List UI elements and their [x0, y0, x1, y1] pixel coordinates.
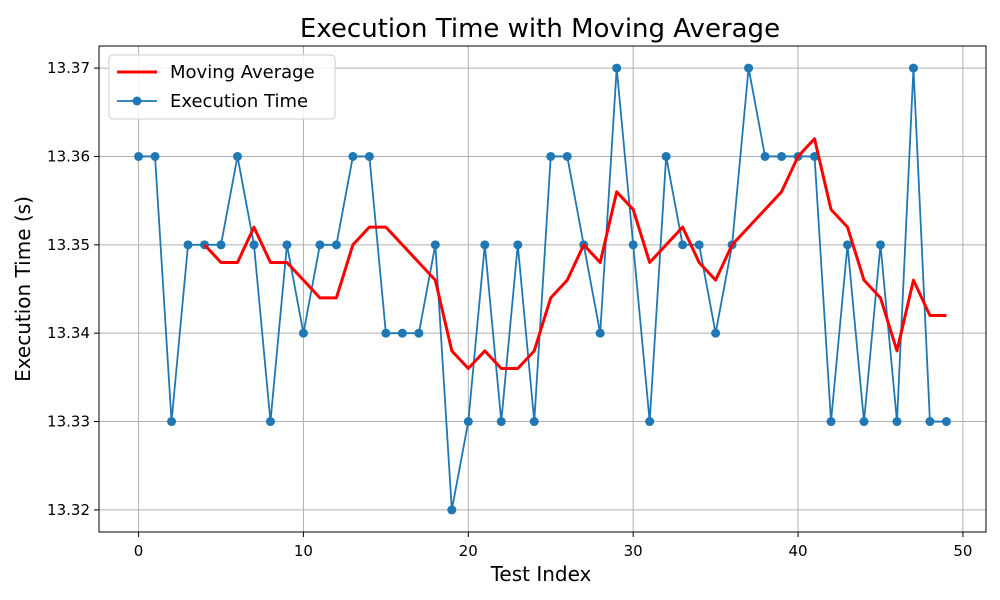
execution-time-point	[348, 151, 358, 161]
x-tick-label: 20	[459, 542, 478, 560]
execution-time-point	[397, 328, 407, 338]
y-axis-label: Execution Time (s)	[11, 196, 35, 382]
execution-time-point	[364, 151, 374, 161]
execution-time-point	[463, 417, 473, 427]
x-tick-label: 10	[294, 542, 313, 560]
legend: Moving Average Execution Time	[108, 54, 336, 120]
y-tick-label: 13.36	[47, 147, 90, 165]
execution-time-point	[612, 63, 622, 73]
x-tick-label: 40	[789, 542, 808, 560]
legend-box	[108, 54, 336, 120]
execution-time-point	[447, 505, 457, 515]
execution-time-point	[167, 417, 177, 427]
execution-time-point	[925, 417, 935, 427]
execution-time-line	[138, 67, 947, 511]
y-tick-label: 13.33	[47, 413, 90, 431]
execution-time-point	[150, 151, 160, 161]
execution-time-point	[480, 240, 490, 250]
execution-time-point	[892, 417, 902, 427]
execution-time-point	[265, 417, 275, 427]
execution-time-point	[529, 417, 539, 427]
execution-time-point	[430, 240, 440, 250]
execution-time-point	[249, 240, 259, 250]
execution-time-point	[661, 151, 671, 161]
plot-frame	[98, 45, 987, 533]
execution-time-point	[546, 151, 556, 161]
execution-time-point	[777, 151, 787, 161]
x-tick-label: 0	[134, 542, 144, 560]
legend-swatch-marker	[132, 96, 142, 106]
x-tick-label: 30	[624, 542, 643, 560]
execution-time-point	[645, 417, 655, 427]
axis-ticks: 0 10 20 30 40 50 13.32 13.33 13.34 13.35 13.36 13.3…	[47, 59, 972, 560]
execution-time-point	[628, 240, 638, 250]
execution-time-point	[595, 328, 605, 338]
execution-time-point	[843, 240, 853, 250]
x-axis-label: Test Index	[490, 562, 592, 586]
execution-time-point	[282, 240, 292, 250]
execution-time-point	[315, 240, 325, 250]
execution-time-point	[331, 240, 341, 250]
x-tick-label: 50	[953, 542, 972, 560]
execution-time-point	[298, 328, 308, 338]
execution-time-point	[760, 151, 770, 161]
execution-time-point	[875, 240, 885, 250]
execution-time-point	[381, 328, 391, 338]
execution-time-point	[678, 240, 688, 250]
series-layer	[134, 63, 951, 515]
execution-time-point	[562, 151, 572, 161]
execution-time-point	[216, 240, 226, 250]
execution-time-point	[232, 151, 242, 161]
chart-title: Execution Time with Moving Average	[300, 14, 780, 44]
legend-label: Execution Time	[170, 91, 308, 112]
execution-time-point	[941, 417, 951, 427]
execution-time-point	[859, 417, 869, 427]
y-tick-label: 13.37	[47, 59, 90, 77]
execution-time-point	[908, 63, 918, 73]
execution-time-point	[414, 328, 424, 338]
execution-time-point	[744, 63, 754, 73]
execution-time-point	[513, 240, 523, 250]
execution-time-point	[134, 151, 144, 161]
legend-label: Moving Average	[170, 62, 315, 83]
execution-time-point	[711, 328, 721, 338]
y-tick-label: 13.34	[47, 324, 90, 342]
moving-average-line	[203, 137, 947, 371]
execution-time-point	[496, 417, 506, 427]
y-tick-label: 13.32	[47, 501, 90, 519]
execution-time-point	[826, 417, 836, 427]
y-tick-label: 13.35	[47, 236, 90, 254]
execution-time-point	[183, 240, 193, 250]
execution-time-point	[694, 240, 704, 250]
